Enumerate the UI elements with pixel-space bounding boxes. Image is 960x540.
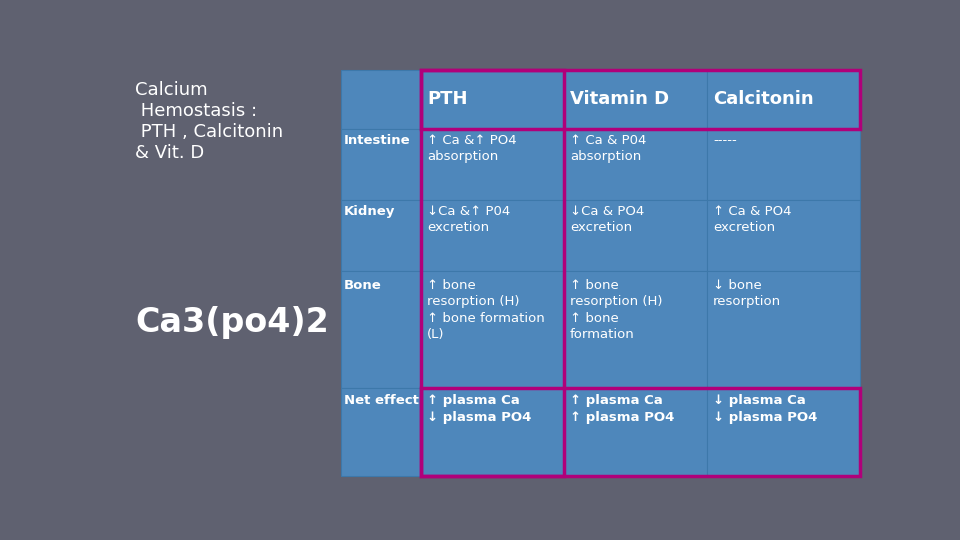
Text: -----: ----- [713,133,737,146]
Text: ↓Ca &↑ P04
excretion: ↓Ca &↑ P04 excretion [427,205,511,234]
Text: ↑ plasma Ca
↓ plasma PO4: ↑ plasma Ca ↓ plasma PO4 [427,394,532,424]
Text: ↓Ca & PO4
excretion: ↓Ca & PO4 excretion [570,205,644,234]
Bar [564,129,708,200]
Text: ↑ Ca & P04
absorption: ↑ Ca & P04 absorption [570,133,646,163]
Bar [421,70,860,129]
Bar [341,200,421,271]
Text: ↓ bone
resorption: ↓ bone resorption [713,279,781,308]
Bar [421,129,564,200]
Text: ↑ Ca &↑ PO4
absorption: ↑ Ca &↑ PO4 absorption [427,133,516,163]
Bar [564,200,708,271]
Text: ↑ bone
resorption (H)
↑ bone formation
(L): ↑ bone resorption (H) ↑ bone formation (… [427,279,545,341]
Bar [421,388,564,476]
Bar [564,271,708,388]
Text: Intestine: Intestine [345,133,411,146]
Text: ↑ bone
resorption (H)
↑ bone
formation: ↑ bone resorption (H) ↑ bone formation [570,279,662,341]
Text: Bone: Bone [345,279,382,292]
Bar [421,70,564,129]
Bar [341,271,421,388]
Bar [421,70,564,476]
Bar [564,388,708,476]
Bar [341,70,421,129]
Bar [564,70,708,129]
Bar [341,388,421,476]
Text: Net effect: Net effect [345,394,420,408]
Bar [708,200,860,271]
Bar [708,271,860,388]
Bar [708,129,860,200]
Bar [421,388,860,476]
Bar [708,388,860,476]
Text: Calcitonin: Calcitonin [713,90,814,108]
Bar [708,70,860,129]
Text: PTH: PTH [427,90,468,108]
Text: Kidney: Kidney [345,205,396,218]
Text: ↑ plasma Ca
↑ plasma PO4: ↑ plasma Ca ↑ plasma PO4 [570,394,674,424]
Bar [421,200,564,271]
Text: Calcium
 Hemostasis :
 PTH , Calcitonin
& Vit. D: Calcium Hemostasis : PTH , Calcitonin & … [134,82,283,162]
Text: Ca3(po4)2: Ca3(po4)2 [134,306,328,339]
Bar [341,129,421,200]
Text: ↓ plasma Ca
↓ plasma PO4: ↓ plasma Ca ↓ plasma PO4 [713,394,818,424]
Text: ↑ Ca & PO4
excretion: ↑ Ca & PO4 excretion [713,205,792,234]
Text: Vitamin D: Vitamin D [570,90,669,108]
Bar [421,271,564,388]
